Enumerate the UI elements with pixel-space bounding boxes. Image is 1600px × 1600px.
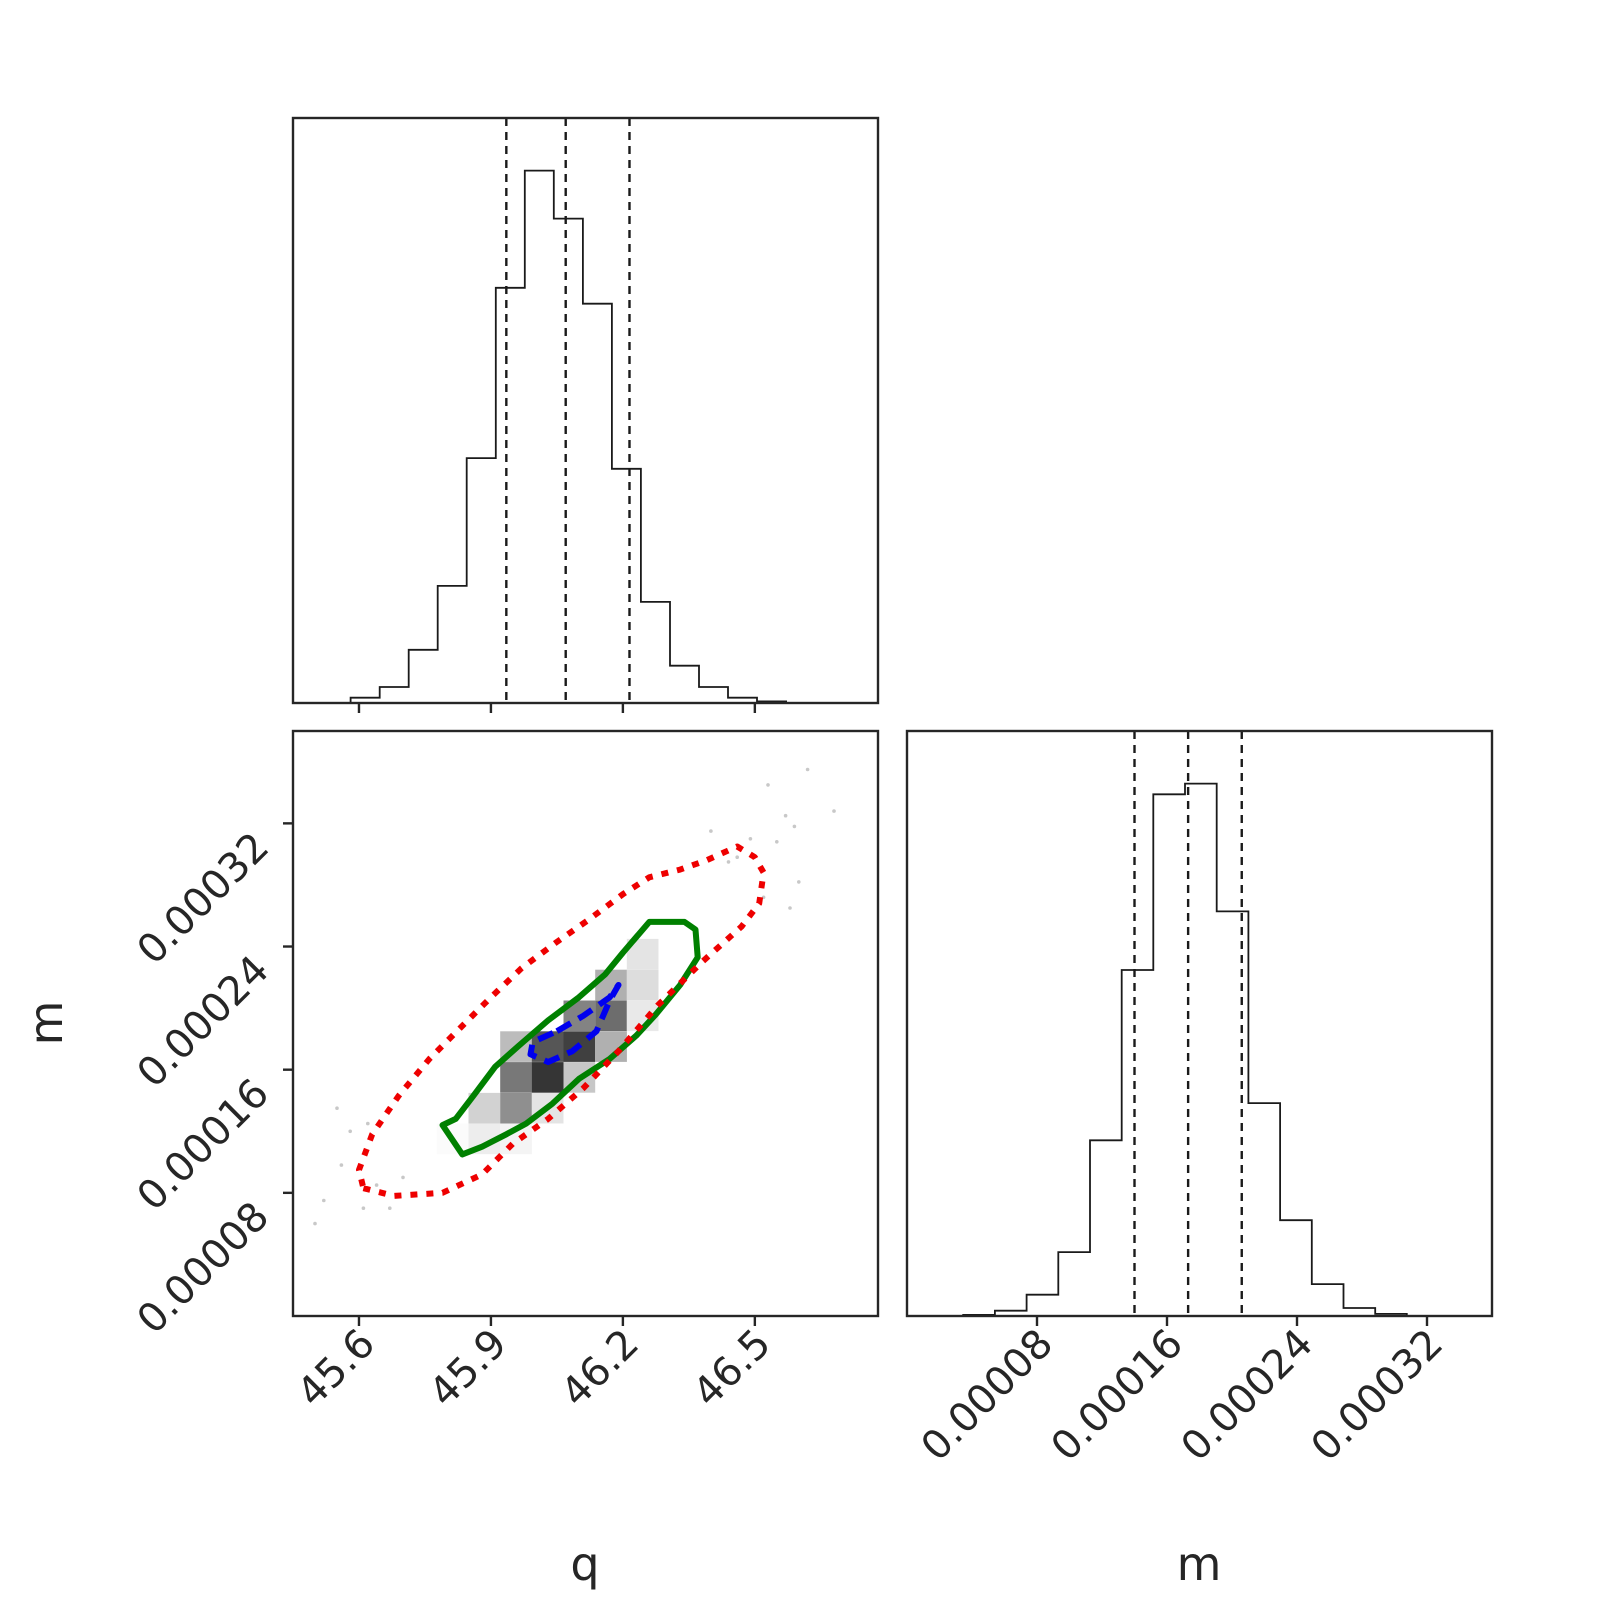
scatter-points [313, 767, 836, 1226]
scatter-point-22 [788, 906, 792, 910]
scatter-point-21 [797, 880, 801, 884]
m-tick-label-1: 0.00008 [129, 1193, 278, 1342]
scatter-point-16 [792, 824, 797, 829]
scatter-point-2 [322, 1198, 326, 1203]
scatter-point-10 [366, 1121, 370, 1126]
scatter-point-12 [748, 837, 753, 841]
q-tick-label-4: 46.5 [684, 1321, 780, 1417]
scatter-point-1 [313, 1221, 317, 1226]
x-axis-label-m: m [1177, 1537, 1222, 1591]
q-tick-label-1: 45.6 [289, 1321, 385, 1417]
joint-density-frame [291, 729, 880, 1318]
contour-inner [527, 982, 622, 1065]
m-hist-tick-label-2: 0.00016 [1043, 1321, 1192, 1470]
scatter-point-4 [348, 1129, 353, 1134]
q-marginal-frame [291, 116, 880, 705]
scatter-point-9 [335, 1106, 339, 1110]
m-quantile-lines [1133, 731, 1243, 1316]
q-histogram [321, 169, 787, 704]
density-cell-5 [500, 1092, 532, 1124]
m-tick-label-4: 0.00032 [129, 824, 278, 973]
scatter-point-13 [766, 783, 770, 787]
scatter-point-11 [735, 855, 739, 859]
scatter-point-14 [775, 840, 779, 844]
m-marginal-frame [905, 729, 1494, 1318]
scatter-point-19 [709, 829, 713, 833]
contour-middle [439, 918, 701, 1158]
density-cell-7 [500, 1062, 532, 1093]
scatter-point-15 [783, 813, 788, 818]
q-tick-label-3: 46.2 [552, 1321, 648, 1417]
m-histogram [962, 782, 1408, 1316]
q-histogram-step [321, 169, 787, 704]
m-tick-label-3: 0.00024 [129, 947, 278, 1096]
m-hist-tick-label-1: 0.00008 [913, 1321, 1062, 1470]
m-hist-tick-label-3: 0.00024 [1173, 1321, 1322, 1470]
joint-density-panel: 45.6 45.9 46.2 46.5 0.000080.000160.000240.… [19, 729, 880, 1591]
q-histogram-ticks [357, 703, 757, 713]
scatter-point-8 [401, 1175, 405, 1180]
joint-x-ticks: 45.6 45.9 46.2 46.5 [289, 1316, 780, 1416]
m-tick-label-2: 0.00016 [129, 1070, 278, 1219]
scatter-point-3 [339, 1163, 344, 1167]
contour-outer [356, 843, 767, 1199]
density-cell-18 [626, 969, 659, 1001]
q-marginal-panel [291, 116, 880, 713]
q-tick-label-2: 45.9 [420, 1321, 516, 1417]
scatter-point-5 [361, 1206, 366, 1210]
y-axis-label-m: m [19, 1001, 73, 1046]
scatter-point-6 [374, 1183, 379, 1187]
scatter-point-20 [726, 860, 731, 864]
scatter-point-7 [388, 1206, 392, 1210]
m-hist-tick-label-4: 0.00032 [1303, 1321, 1452, 1470]
density-contours [356, 843, 767, 1199]
density-cell-8 [531, 1062, 564, 1093]
scatter-point-18 [832, 809, 836, 813]
x-axis-label-q: q [570, 1537, 599, 1591]
scatter-point-17 [805, 767, 810, 772]
m-histogram-step [962, 782, 1408, 1316]
